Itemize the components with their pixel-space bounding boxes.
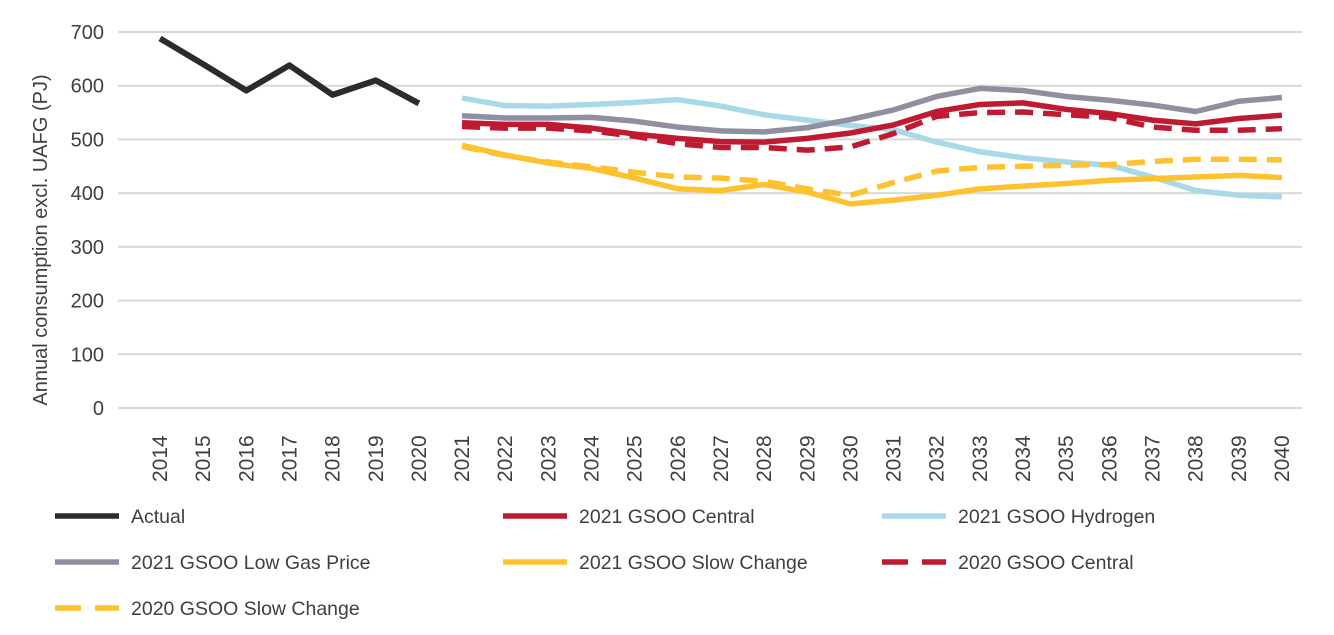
series-line-2020-gsoo-slow-change (461, 143, 1282, 199)
legend-item: 2021 GSOO Slow Change (503, 552, 808, 574)
x-tick-label: 2036 (1098, 435, 1121, 482)
series-lines (158, 35, 1283, 207)
x-tick-label: 2035 (1055, 435, 1078, 482)
y-tick-label: 0 (93, 398, 104, 420)
x-tick-label: 2023 (537, 435, 560, 482)
x-tick-label: 2032 (926, 435, 949, 482)
x-tick-label: 2016 (235, 435, 258, 482)
y-tick-label: 400 (71, 183, 104, 205)
legend-label: Actual (131, 506, 185, 528)
x-tick-label: 2040 (1271, 435, 1294, 482)
gridlines (118, 31, 1302, 409)
x-tick-label: 2019 (365, 435, 388, 482)
legend-label: 2021 GSOO Hydrogen (958, 506, 1155, 528)
legend-item: 2021 GSOO Central (503, 506, 755, 528)
x-tick-label: 2030 (839, 435, 862, 482)
x-tick-label: 2033 (969, 435, 992, 482)
legend-label: 2021 GSOO Central (579, 506, 755, 528)
x-axis-tick-labels: 2014 2015 2016 2017 2018 2019 2020 2021 2022 2023… (149, 435, 1294, 482)
series-line-2021-gsoo-central (461, 100, 1283, 145)
series-line-2021-gsoo-slow-change (461, 142, 1283, 207)
legend-item: 2021 GSOO Low Gas Price (55, 552, 371, 574)
x-tick-label: 2015 (192, 435, 215, 482)
y-tick-label: 500 (71, 129, 104, 151)
legend-item: 2020 GSOO Slow Change (55, 598, 360, 620)
y-tick-label: 300 (71, 237, 104, 259)
x-tick-label: 2031 (883, 435, 906, 482)
y-tick-label: 600 (71, 76, 104, 98)
legend-item: 2020 GSOO Central (882, 552, 1134, 574)
legend-label: 2021 GSOO Low Gas Price (131, 552, 371, 574)
legend-label: 2020 GSOO Central (958, 552, 1134, 574)
y-tick-label: 700 (71, 22, 104, 44)
legend-item: Actual (55, 506, 185, 528)
legend-item: 2021 GSOO Hydrogen (882, 506, 1155, 528)
series-line-2021-gsoo-low-gas-price (461, 85, 1283, 135)
x-tick-label: 2025 (624, 435, 647, 482)
x-tick-label: 2017 (278, 435, 301, 482)
x-tick-label: 2039 (1228, 435, 1251, 482)
x-tick-label: 2037 (1141, 435, 1164, 482)
legend-label: 2020 GSOO Slow Change (131, 598, 360, 620)
series-line-actual (158, 35, 421, 107)
y-tick-label: 100 (71, 344, 104, 366)
chart-legend: Actual 2021 GSOO Central 2021 GSOO Hydroge… (55, 506, 1155, 620)
y-tick-label: 200 (71, 291, 104, 313)
x-tick-label: 2038 (1185, 435, 1208, 482)
legend-label: 2021 GSOO Slow Change (579, 552, 808, 574)
x-tick-label: 2024 (581, 435, 604, 482)
x-tick-label: 2029 (796, 435, 819, 482)
x-tick-label: 2018 (322, 435, 345, 482)
y-axis-title: Annual consumption excl. UAFG (PJ) (30, 74, 52, 405)
x-tick-label: 2021 (451, 435, 474, 482)
x-tick-label: 2027 (710, 435, 733, 482)
x-tick-label: 2028 (753, 435, 776, 482)
y-axis-tick-labels: 0 100 200 300 400 500 600 700 (71, 22, 104, 420)
x-tick-label: 2034 (1012, 435, 1035, 482)
x-tick-label: 2026 (667, 435, 690, 482)
x-tick-label: 2014 (149, 435, 172, 482)
x-tick-label: 2022 (494, 435, 517, 482)
x-tick-label: 2020 (408, 435, 431, 482)
